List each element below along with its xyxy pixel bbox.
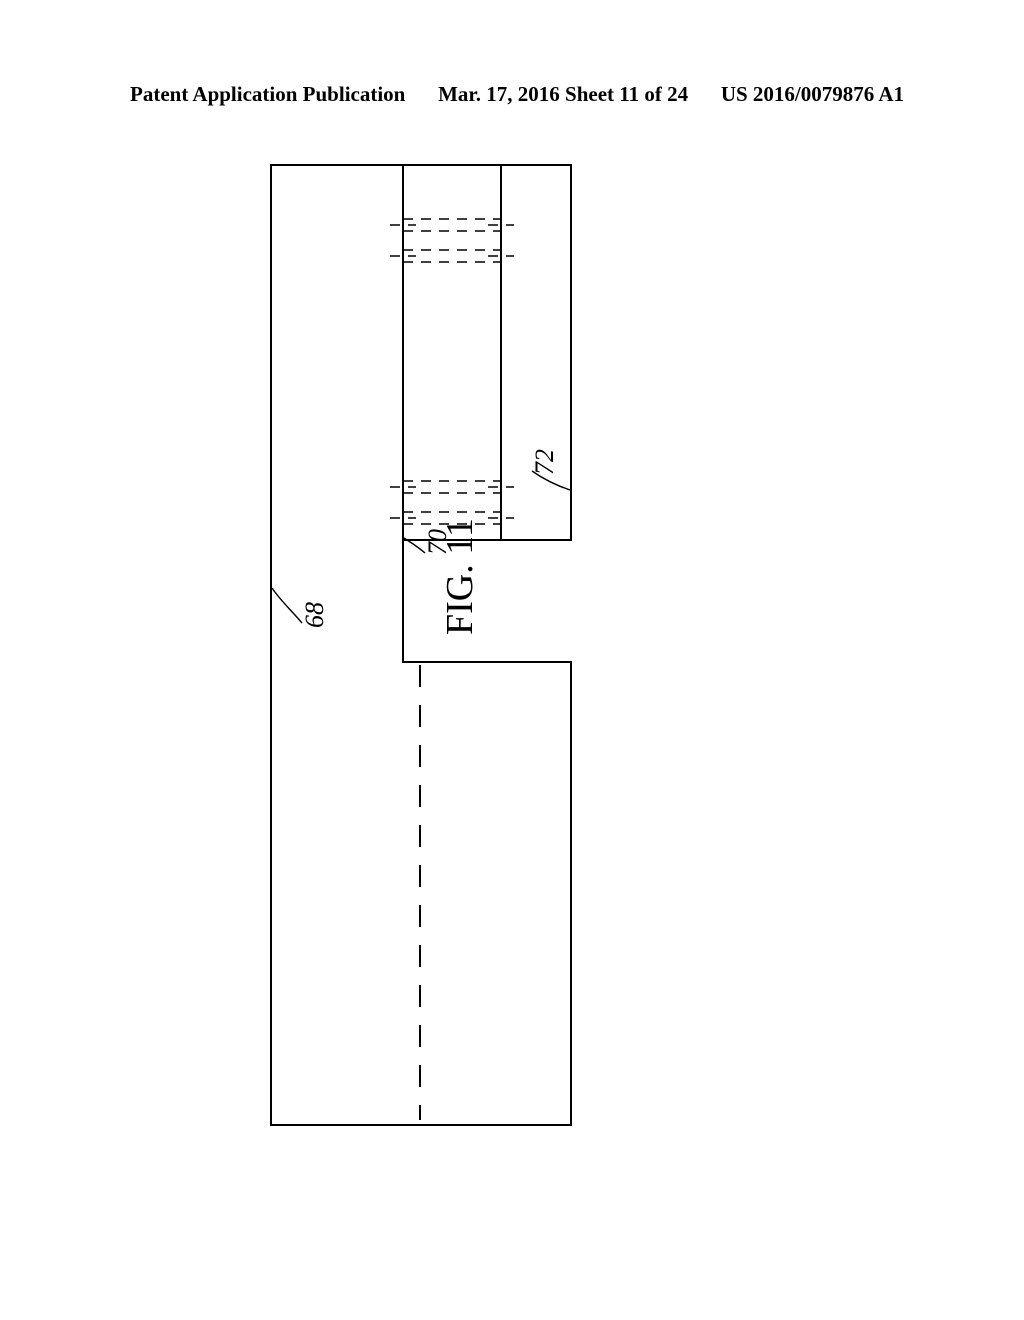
reference-numeral-68: 68	[300, 602, 330, 628]
reference-numeral-72: 72	[530, 449, 560, 475]
figure-drawing	[0, 0, 1024, 1320]
reference-numeral-70: 70	[423, 529, 453, 555]
page: Patent Application Publication Mar. 17, …	[0, 0, 1024, 1320]
